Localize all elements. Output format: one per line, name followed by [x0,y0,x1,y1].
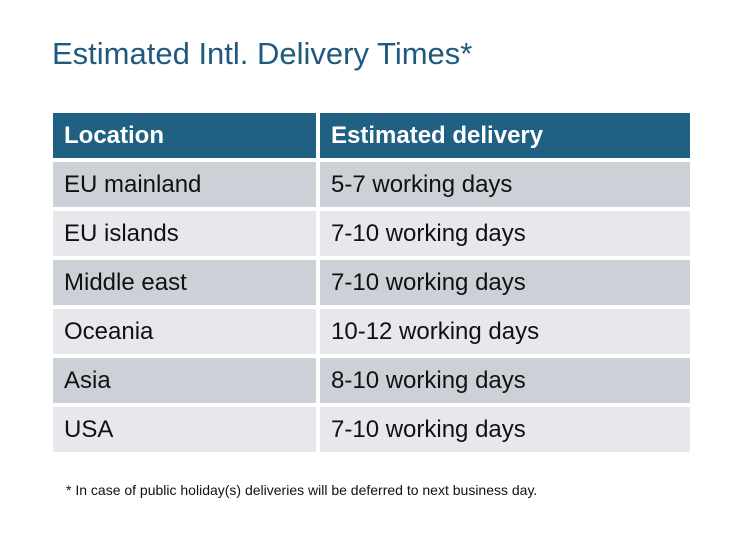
location-cell: EU mainland [53,162,316,207]
delivery-time-cell: 7-10 working days [320,407,690,452]
delivery-time-cell: 5-7 working days [320,162,690,207]
table-header-row: Location Estimated delivery [53,113,690,158]
location-cell: Middle east [53,260,316,305]
delivery-table: Location Estimated delivery EU mainland 5… [49,109,694,456]
table-row: EU mainland 5-7 working days [53,162,690,207]
delivery-time-cell: 7-10 working days [320,260,690,305]
footnote: * In case of public holiday(s) deliverie… [66,482,538,498]
column-header-location: Location [53,113,316,158]
table-row: Middle east 7-10 working days [53,260,690,305]
delivery-time-cell: 10-12 working days [320,309,690,354]
location-cell: USA [53,407,316,452]
table-row: EU islands 7-10 working days [53,211,690,256]
table-row: Oceania 10-12 working days [53,309,690,354]
table-row: USA 7-10 working days [53,407,690,452]
page-title: Estimated Intl. Delivery Times* [52,36,473,71]
location-cell: Asia [53,358,316,403]
location-cell: EU islands [53,211,316,256]
location-cell: Oceania [53,309,316,354]
delivery-time-cell: 8-10 working days [320,358,690,403]
column-header-estimated-delivery: Estimated delivery [320,113,690,158]
table-row: Asia 8-10 working days [53,358,690,403]
delivery-time-cell: 7-10 working days [320,211,690,256]
